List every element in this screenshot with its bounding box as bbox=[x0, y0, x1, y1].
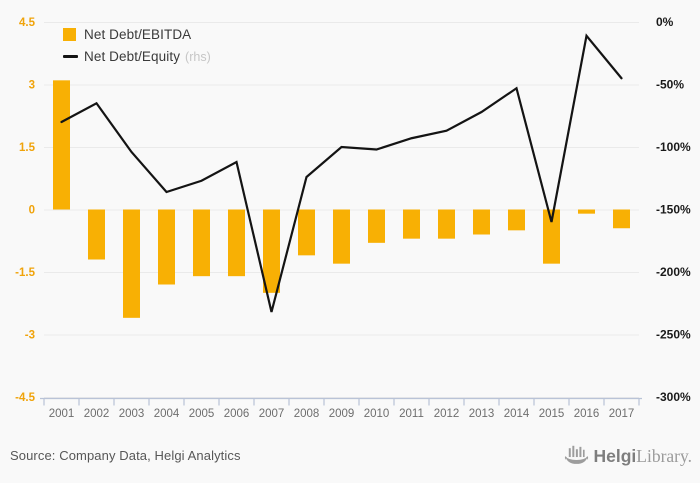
helgi-library-logo: HelgiLibrary. bbox=[564, 443, 692, 469]
bar-series-swatch-icon bbox=[63, 28, 76, 41]
left-axis-tick-label: -1.5 bbox=[15, 267, 35, 279]
x-axis-year-label: 2012 bbox=[434, 408, 460, 420]
x-axis-year-label: 2009 bbox=[329, 408, 355, 420]
logo-helgi: Helgi bbox=[593, 445, 637, 466]
left-axis-tick-label: 0 bbox=[29, 205, 35, 217]
bar-2015 bbox=[543, 209, 560, 264]
x-axis-year-label: 2015 bbox=[539, 408, 565, 420]
net-debt-equity-line bbox=[60, 33, 623, 313]
bar-2013 bbox=[473, 209, 490, 235]
x-axis-year-label: 2010 bbox=[364, 408, 390, 420]
bar-2017 bbox=[613, 209, 630, 229]
left-axis-tick-label: -4.5 bbox=[15, 392, 35, 404]
left-axis-tick-label: -3 bbox=[25, 330, 35, 342]
legend-label: Net Debt/EBITDA bbox=[84, 27, 192, 42]
x-axis-year-label: 2001 bbox=[49, 408, 75, 420]
bar-2014 bbox=[508, 209, 525, 231]
x-axis-year-label: 2014 bbox=[504, 408, 530, 420]
x-axis-year-label: 2017 bbox=[609, 408, 635, 420]
viking-ship-bar-chart-icon bbox=[565, 445, 589, 464]
x-axis-year-label: 2016 bbox=[574, 408, 600, 420]
left-axis-tick-label: 3 bbox=[29, 80, 35, 92]
bar-2001 bbox=[53, 80, 70, 210]
bar-2005 bbox=[193, 209, 210, 277]
legend-rhs-suffix: (rhs) bbox=[185, 49, 211, 64]
bar-2008 bbox=[298, 209, 315, 256]
x-axis-year-label: 2007 bbox=[259, 408, 285, 420]
bar-2011 bbox=[403, 209, 420, 239]
legend: Net Debt/EBITDA Net Debt/Equity (rhs) bbox=[63, 27, 211, 71]
right-axis-tick-label: -50% bbox=[656, 78, 684, 92]
net-debt-chart-plot: 4.5 3 1.5 0 -1.5 -3 -4.5 0% -50% -100% -150% -200% -… bbox=[15, 15, 691, 420]
x-axis-year-label: 2006 bbox=[224, 408, 250, 420]
bar-2004 bbox=[158, 209, 175, 285]
bar-2003 bbox=[123, 209, 140, 318]
bar-2010 bbox=[368, 209, 385, 243]
right-axis-tick-label: -150% bbox=[656, 203, 691, 217]
source-note: Source: Company Data, Helgi Analytics bbox=[10, 448, 241, 463]
x-axis-year-label: 2002 bbox=[84, 408, 110, 420]
x-axis-year-label: 2003 bbox=[119, 408, 145, 420]
logo-wordmark: HelgiLibrary. bbox=[593, 446, 692, 467]
x-axis-year-label: 2005 bbox=[189, 408, 215, 420]
line-series-swatch-icon bbox=[63, 55, 78, 58]
bar-2007 bbox=[263, 209, 280, 293]
bar-2006 bbox=[228, 209, 245, 277]
bar-2002 bbox=[88, 209, 105, 260]
logo-library: Library. bbox=[636, 445, 692, 466]
bar-2016 bbox=[578, 209, 595, 214]
legend-item-net-debt-ebitda: Net Debt/EBITDA bbox=[63, 27, 211, 42]
left-axis-tick-label: 1.5 bbox=[19, 142, 36, 154]
right-axis-tick-label: -250% bbox=[656, 328, 691, 342]
legend-label: Net Debt/Equity bbox=[84, 49, 181, 64]
right-axis-tick-label: -300% bbox=[656, 390, 691, 404]
x-axis-year-label: 2008 bbox=[294, 408, 320, 420]
right-axis-tick-label: -200% bbox=[656, 265, 691, 279]
x-axis-year-label: 2013 bbox=[469, 408, 495, 420]
right-axis-tick-label: 0% bbox=[656, 15, 674, 29]
bar-2012 bbox=[438, 209, 455, 239]
left-axis-tick-label: 4.5 bbox=[19, 17, 36, 29]
legend-item-net-debt-equity: Net Debt/Equity (rhs) bbox=[63, 49, 211, 64]
x-axis-year-label: 2004 bbox=[154, 408, 180, 420]
x-axis-year-label: 2011 bbox=[399, 408, 424, 420]
bar-2009 bbox=[333, 209, 350, 264]
right-axis-tick-label: -100% bbox=[656, 140, 691, 154]
